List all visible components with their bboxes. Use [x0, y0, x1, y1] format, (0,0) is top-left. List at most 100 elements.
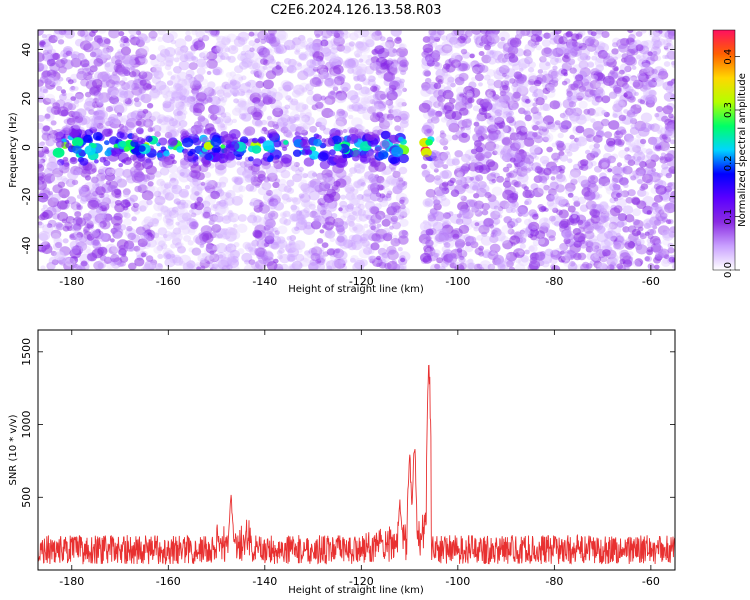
heatmap-cell — [384, 100, 390, 105]
heatmap-cell — [327, 91, 337, 100]
heatmap-cell — [105, 106, 114, 113]
heatmap-cell — [334, 248, 341, 254]
heatmap-cell — [162, 248, 173, 257]
heatmap-cell — [567, 158, 573, 164]
heatmap-cell — [341, 265, 348, 270]
heatmap-cell — [274, 30, 287, 40]
heatmap-cell — [278, 86, 283, 91]
heatmap-cell — [195, 92, 207, 102]
heatmap-cell — [223, 92, 231, 99]
heatmap-cell — [440, 198, 451, 207]
heatmap-cell — [283, 140, 289, 145]
heatmap-cell — [333, 143, 342, 152]
heatmap-cell — [618, 114, 627, 122]
heatmap-cell — [396, 47, 408, 58]
heatmap-cell — [358, 162, 366, 170]
heatmap-cell — [613, 197, 619, 202]
heatmap-cell — [142, 36, 151, 44]
heatmap-cell — [48, 256, 59, 266]
heatmap-cell — [380, 130, 391, 140]
heatmap-cell — [540, 55, 547, 61]
heatmap-cell — [120, 249, 126, 255]
heatmap-cell — [157, 204, 164, 211]
heatmap-cell — [430, 116, 440, 124]
heatmap-cell — [593, 51, 599, 56]
heatmap-cell — [573, 89, 585, 99]
heatmap-cell — [615, 235, 625, 244]
heatmap-cell — [193, 102, 205, 114]
heatmap-cell — [566, 96, 572, 101]
heatmap-cell — [562, 115, 569, 121]
heatmap-cell — [261, 92, 269, 99]
heatmap-cell — [583, 224, 594, 234]
heatmap-cell — [221, 228, 229, 235]
heatmap-cell — [515, 217, 522, 224]
heatmap-cell — [381, 219, 391, 227]
heatmap-cell — [70, 245, 80, 254]
heatmap-cell — [211, 105, 222, 114]
heatmap-cell — [123, 56, 135, 67]
heatmap-cell — [341, 33, 349, 40]
heatmap-cell — [498, 31, 510, 41]
heatmap-cell — [179, 88, 190, 97]
heatmap-cell — [570, 168, 581, 178]
heatmap-cell — [110, 185, 118, 192]
heatmap-cell — [126, 175, 132, 181]
heatmap-cell — [668, 113, 674, 119]
heatmap-cell — [536, 106, 543, 112]
heatmap-cell — [123, 146, 130, 152]
heatmap-cell — [516, 85, 529, 97]
heatmap-cell — [267, 133, 273, 139]
heatmap-cell — [286, 179, 295, 187]
heatmap-cell — [399, 211, 408, 219]
snr-y-tick-label: 1500 — [20, 338, 33, 366]
heatmap-cell — [48, 134, 57, 141]
heatmap-cell — [90, 229, 100, 238]
heatmap-cell — [157, 253, 164, 259]
heatmap-cell — [185, 73, 193, 81]
heatmap-cell — [478, 51, 485, 56]
heatmap-cell — [616, 38, 629, 49]
heatmap-cell — [350, 254, 359, 263]
heatmap-y-tick-label: 20 — [20, 92, 33, 106]
heatmap-cell — [572, 195, 580, 202]
heatmap-cell — [44, 149, 50, 155]
heatmap-cell — [557, 132, 564, 139]
heatmap-cell — [300, 183, 311, 192]
heatmap-cell — [518, 256, 530, 267]
heatmap-cell — [326, 248, 336, 256]
heatmap-cell — [345, 192, 356, 201]
heatmap-cell — [114, 51, 126, 61]
heatmap-cell — [527, 72, 538, 82]
heatmap-cell — [177, 245, 186, 254]
heatmap-cell — [47, 129, 53, 134]
heatmap-cell — [360, 96, 370, 105]
heatmap-cell — [341, 45, 352, 54]
heatmap-cell — [261, 126, 268, 132]
heatmap-cell — [241, 56, 251, 65]
heatmap-cell — [340, 194, 346, 200]
heatmap-cell — [342, 60, 352, 69]
heatmap-cell — [333, 180, 341, 187]
heatmap-cell — [624, 55, 634, 63]
heatmap-cell — [306, 188, 312, 193]
heatmap-cells — [38, 30, 675, 270]
heatmap-cell — [335, 168, 347, 179]
heatmap-cell — [157, 263, 163, 268]
heatmap-cell — [643, 222, 651, 229]
heatmap-cell — [454, 176, 466, 186]
heatmap-cell — [76, 205, 82, 210]
snr-x-tick-label: -140 — [252, 575, 277, 588]
heatmap-cell — [367, 54, 373, 60]
heatmap-cell — [509, 235, 521, 245]
heatmap-cell — [61, 59, 74, 70]
heatmap-cell — [475, 146, 483, 153]
heatmap-cell — [657, 225, 670, 236]
heatmap-cell — [40, 265, 46, 270]
heatmap-cell — [38, 30, 44, 36]
heatmap-cell — [376, 223, 382, 228]
heatmap-cell — [59, 250, 66, 256]
heatmap-cell — [271, 188, 283, 199]
heatmap-cell — [502, 156, 508, 162]
heatmap-cell — [607, 168, 613, 173]
